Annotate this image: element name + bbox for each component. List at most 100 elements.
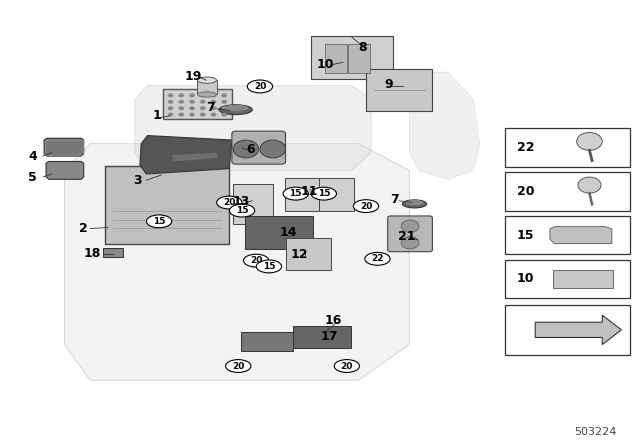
Text: 21: 21 [398,230,415,243]
Text: 15: 15 [289,189,302,198]
Circle shape [221,112,227,116]
Circle shape [211,93,216,97]
FancyBboxPatch shape [348,44,370,73]
Circle shape [233,140,259,158]
Text: 9: 9 [385,78,394,91]
Circle shape [189,100,195,104]
Polygon shape [535,315,621,345]
Text: 2: 2 [79,222,88,235]
Polygon shape [46,161,84,179]
Circle shape [401,237,419,249]
Text: 15: 15 [317,189,330,198]
Circle shape [221,100,227,104]
Text: 17: 17 [320,330,338,343]
Text: 3: 3 [134,174,142,187]
Text: 20: 20 [232,362,244,370]
Circle shape [200,93,205,97]
Circle shape [179,100,184,104]
Ellipse shape [353,200,379,212]
FancyBboxPatch shape [311,36,393,79]
Circle shape [168,106,173,110]
FancyBboxPatch shape [232,184,273,224]
FancyBboxPatch shape [325,44,347,73]
Text: 20: 20 [250,256,262,265]
Polygon shape [550,227,612,244]
Text: 18: 18 [83,247,100,260]
Text: 7: 7 [390,194,399,207]
Text: 5: 5 [28,171,37,184]
Ellipse shape [217,196,242,209]
Text: 14: 14 [279,226,297,239]
Text: 7: 7 [206,101,214,114]
FancyBboxPatch shape [285,178,319,211]
FancyBboxPatch shape [245,215,313,249]
FancyBboxPatch shape [241,332,293,351]
Polygon shape [410,72,479,179]
Circle shape [577,133,602,151]
Circle shape [168,112,173,116]
Ellipse shape [406,200,424,205]
Circle shape [179,93,184,97]
FancyBboxPatch shape [232,131,285,164]
Text: 15: 15 [262,262,275,271]
FancyBboxPatch shape [505,260,630,298]
Ellipse shape [247,80,273,93]
Text: 10: 10 [316,58,334,71]
Text: 12: 12 [291,248,308,261]
FancyBboxPatch shape [553,270,613,289]
Text: 13: 13 [232,195,250,208]
Circle shape [200,100,205,104]
Ellipse shape [219,105,252,115]
Ellipse shape [197,77,216,83]
Text: 15: 15 [517,228,534,241]
Circle shape [168,93,173,97]
Polygon shape [140,136,232,174]
FancyBboxPatch shape [197,80,216,95]
Text: 8: 8 [358,41,367,54]
FancyBboxPatch shape [319,178,354,211]
Text: 15: 15 [153,217,165,226]
Ellipse shape [226,360,251,372]
Circle shape [211,106,216,110]
Circle shape [211,100,216,104]
Ellipse shape [403,200,427,208]
Text: 16: 16 [324,314,342,327]
Text: 20: 20 [340,362,353,370]
FancyBboxPatch shape [388,216,433,252]
Circle shape [211,112,216,116]
FancyBboxPatch shape [163,89,232,120]
Ellipse shape [147,215,172,228]
Text: 15: 15 [236,206,248,215]
Polygon shape [172,152,218,161]
Circle shape [578,177,601,193]
Text: 11: 11 [300,185,318,198]
Text: 6: 6 [246,143,255,156]
Circle shape [221,93,227,97]
Ellipse shape [365,252,390,265]
Polygon shape [135,86,371,170]
FancyBboxPatch shape [286,238,332,270]
FancyBboxPatch shape [103,248,124,257]
Ellipse shape [311,187,337,200]
FancyBboxPatch shape [292,326,351,348]
Text: 4: 4 [28,150,37,163]
FancyBboxPatch shape [505,129,630,167]
Circle shape [221,106,227,110]
Text: 22: 22 [517,141,534,154]
Text: 20: 20 [360,202,372,211]
Polygon shape [65,144,410,380]
Text: 20: 20 [223,198,236,207]
Text: 20: 20 [254,82,266,91]
Ellipse shape [223,105,248,111]
Text: 10: 10 [517,272,534,285]
Ellipse shape [256,260,282,273]
FancyBboxPatch shape [505,216,630,254]
Text: 1: 1 [153,109,161,122]
Ellipse shape [230,204,255,217]
Circle shape [189,112,195,116]
Circle shape [179,112,184,116]
Text: 22: 22 [371,254,384,263]
Circle shape [189,93,195,97]
FancyBboxPatch shape [505,172,630,211]
Circle shape [401,220,419,233]
